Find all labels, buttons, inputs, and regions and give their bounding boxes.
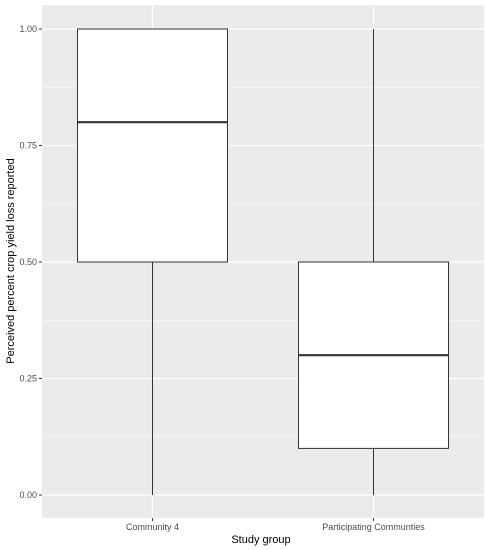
y-axis: 0.00 0.25 0.50 0.75 1.00 <box>19 24 42 500</box>
y-tick-label: 0.00 <box>19 490 37 500</box>
y-axis-title: Perceived percent crop yield loss report… <box>5 158 17 363</box>
box-1 <box>77 28 228 495</box>
box-2 <box>298 29 449 495</box>
y-tick-label: 0.75 <box>19 141 37 151</box>
boxes-layer <box>77 28 449 495</box>
y-tick-label: 0.50 <box>19 257 37 267</box>
y-tick-label: 1.00 <box>19 24 37 34</box>
x-tick-label: Community 4 <box>126 522 179 532</box>
x-axis-title: Study group <box>231 534 290 546</box>
x-axis: Community 4 Participating Communties <box>126 518 425 532</box>
x-tick-label: Participating Communties <box>322 522 425 532</box>
box-body <box>77 28 228 263</box>
y-tick-label: 0.25 <box>19 374 37 384</box>
